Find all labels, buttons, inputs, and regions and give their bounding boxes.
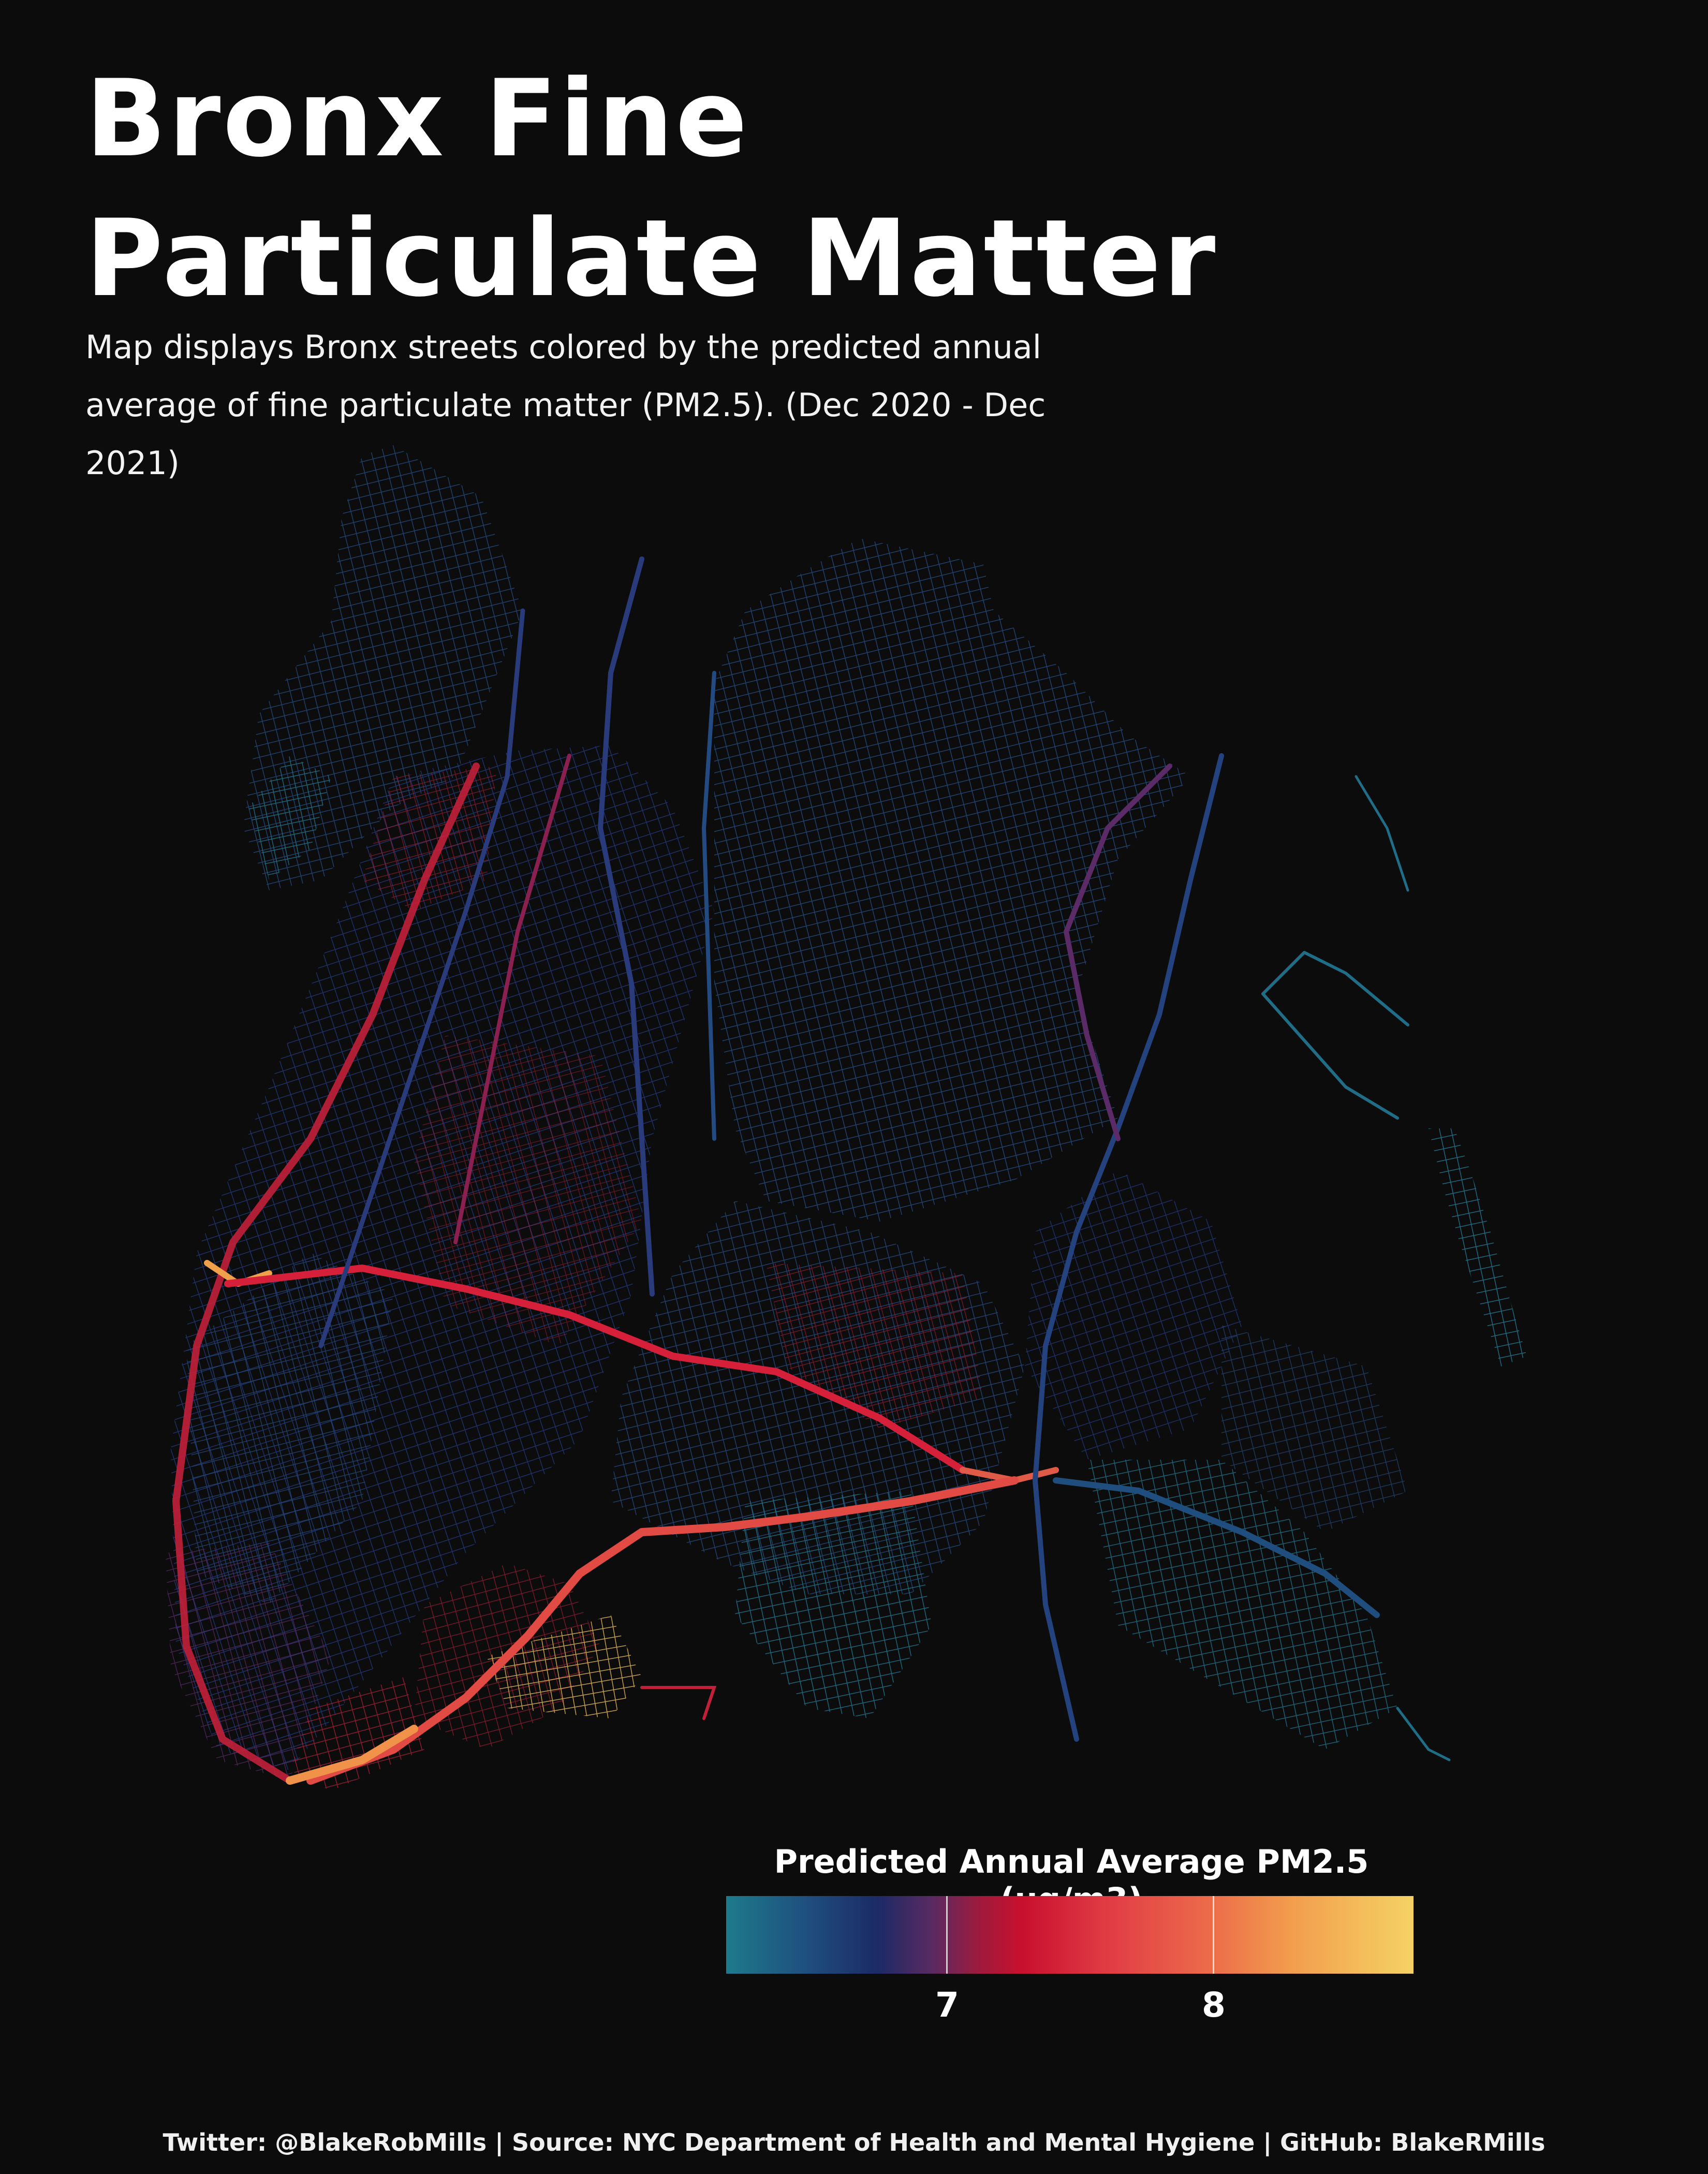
subtitle-line-1: Map displays Bronx streets colored by th… — [85, 328, 1041, 366]
highway-new-england-thruway — [1064, 763, 1172, 1141]
highway-north-central — [702, 671, 716, 1141]
bronx-street-map — [166, 445, 1527, 1791]
legend-tick-mark-7 — [946, 1896, 948, 1974]
highway-hutchinson — [1033, 753, 1224, 1742]
subtitle: Map displays Bronx streets colored by th… — [85, 318, 1121, 492]
road-jerome — [453, 754, 571, 1244]
map-area-city-island — [1429, 1128, 1527, 1367]
highway-throgs-neck — [1053, 1477, 1380, 1618]
map-highways — [172, 556, 1409, 1785]
road-east-loop — [1261, 992, 1399, 1120]
highway-bronx-river — [598, 556, 655, 1297]
legend-tick-mark-8 — [1213, 1896, 1214, 1974]
page-title: Bronx Fine Particulate Matter — [85, 49, 1224, 329]
highway-bruckner-south — [286, 1725, 418, 1785]
map-area-riverdale — [243, 445, 523, 890]
road-pelham-bay — [1261, 951, 1409, 1026]
road-grand-concourse — [318, 608, 525, 1348]
highway-cross-bronx — [224, 1265, 966, 1474]
highway-bruckner — [306, 1476, 1019, 1785]
source-caption: Twitter: @BlakeRobMills | Source: NYC De… — [163, 2128, 1545, 2156]
legend-tick-label-8: 8 — [1202, 1985, 1226, 2025]
map-area-west-bronx — [166, 745, 714, 1781]
title-line-2: Particulate Matter — [85, 197, 1218, 320]
map-shoreline-details — [640, 775, 1451, 1761]
legend-color-bar — [726, 1896, 1413, 1974]
map-area-southeast — [1025, 1170, 1408, 1750]
legend-tick-label-7: 7 — [935, 1985, 959, 2025]
subtitle-line-2: average of fine particulate matter (PM2.… — [85, 386, 1046, 482]
title-line-1: Bronx Fine — [85, 57, 750, 181]
highway-major-deegan — [172, 762, 480, 1784]
